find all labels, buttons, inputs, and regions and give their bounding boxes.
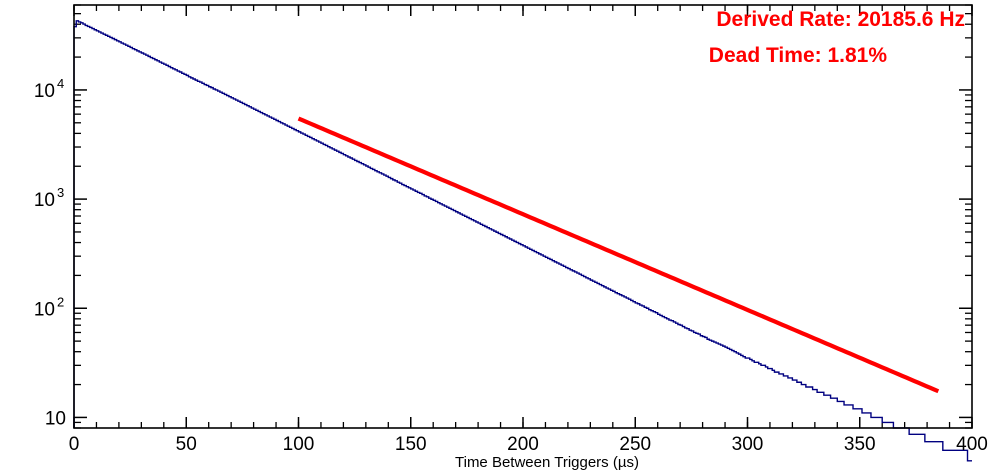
x-tick-label: 350	[844, 434, 876, 455]
y-tick-label: 10 3	[34, 185, 64, 211]
y-tick-label: 10	[45, 408, 66, 429]
plot-frame	[73, 4, 973, 429]
x-axis-title: Time Between Triggers (µs)	[455, 454, 639, 471]
y-axis-major-ticks	[74, 89, 972, 419]
x-tick-label: 250	[619, 434, 651, 455]
svg-text:4: 4	[57, 76, 64, 91]
x-tick-label: 50	[176, 434, 197, 455]
svg-text:10: 10	[34, 299, 55, 320]
derived-rate-annotation: Derived Rate: 20185.6 Hz	[716, 8, 965, 31]
x-tick-label: 0	[69, 434, 80, 455]
svg-text:2: 2	[57, 294, 64, 309]
svg-text:10: 10	[34, 81, 55, 102]
dead-time-annotation: Dead Time: 1.81%	[709, 44, 888, 67]
y-axis-minor-ticks	[74, 4, 972, 429]
exponential-fit-line	[297, 116, 940, 394]
x-tick-label: 300	[732, 434, 764, 455]
svg-text:10: 10	[34, 190, 55, 211]
x-tick-label: 400	[956, 434, 988, 455]
x-tick-label: 150	[395, 434, 427, 455]
x-tick-label: 100	[283, 434, 315, 455]
x-tick-label: 200	[507, 434, 539, 455]
histogram-trace	[73, 20, 972, 462]
y-tick-label: 10 2	[34, 294, 64, 320]
svg-text:10: 10	[45, 408, 66, 429]
y-tick-label: 10 4	[34, 76, 64, 102]
svg-text:3: 3	[57, 185, 64, 200]
x-axis-tick-labels: 0 50 100 150 200 250 300 350 400	[69, 434, 988, 455]
